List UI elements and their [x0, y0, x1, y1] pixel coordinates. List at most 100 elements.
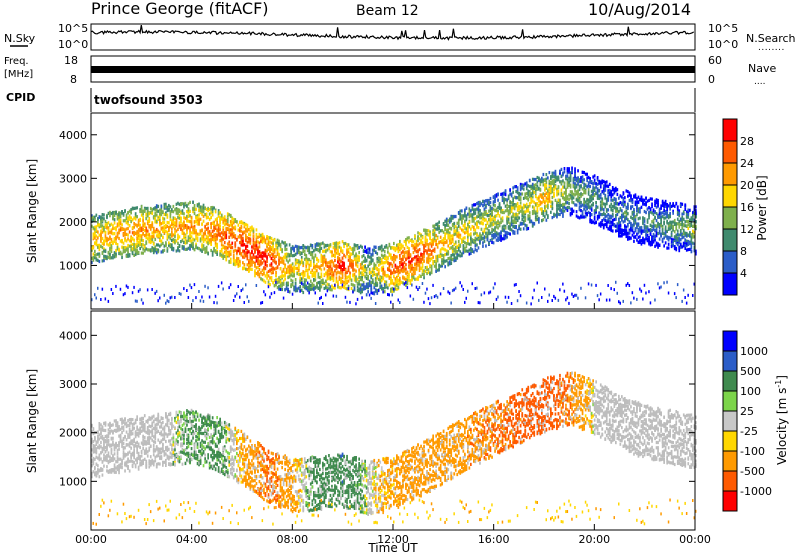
power-cell	[199, 211, 202, 215]
power-cell	[474, 228, 477, 232]
power-cell	[503, 229, 505, 233]
power-cell	[563, 205, 566, 209]
power-cell	[101, 251, 104, 255]
power-cell	[581, 215, 584, 219]
power-cell	[314, 275, 317, 279]
power-cell	[516, 218, 519, 223]
power-cell	[527, 191, 530, 195]
power-cell	[231, 217, 234, 221]
power-cell	[223, 241, 226, 245]
power-cell	[159, 296, 161, 300]
power-cell	[377, 256, 380, 260]
power-cell	[334, 286, 336, 290]
power-cell	[140, 242, 143, 247]
power-cell	[306, 286, 309, 290]
power-cell	[92, 218, 95, 222]
power-cell	[385, 283, 388, 288]
power-cell	[569, 177, 572, 181]
power-cell	[554, 213, 557, 217]
power-cell	[467, 228, 469, 232]
power-cell	[427, 229, 430, 233]
power-cell	[229, 233, 232, 237]
power-cell	[445, 217, 448, 221]
power-cell	[383, 270, 386, 274]
power-cell	[338, 263, 341, 267]
power-cell	[486, 214, 489, 218]
power-cell	[489, 218, 492, 222]
power-cell	[104, 219, 107, 224]
power-cell	[512, 214, 514, 219]
power-cell	[445, 230, 448, 234]
power-cell	[568, 167, 570, 171]
power-cell	[409, 253, 412, 257]
power-cell	[399, 282, 401, 286]
power-cell	[403, 265, 406, 269]
power-cell	[175, 229, 178, 233]
power-cell	[100, 229, 102, 233]
power-cell	[531, 195, 534, 199]
power-cell	[142, 247, 144, 251]
power-cell	[590, 189, 593, 193]
power-cell	[574, 203, 576, 207]
power-cell	[461, 214, 463, 218]
power-cell	[127, 233, 129, 237]
power-cell	[326, 274, 329, 278]
power-cell	[149, 210, 152, 214]
power-cell	[427, 253, 430, 257]
power-cell	[131, 231, 134, 235]
power-cell	[365, 267, 368, 271]
power-cell	[314, 286, 317, 290]
power-cell	[100, 234, 102, 238]
power-cell	[471, 282, 473, 286]
power-cell	[350, 278, 353, 282]
power-cell	[435, 233, 437, 238]
power-cell	[267, 235, 270, 240]
power-cell	[470, 237, 472, 241]
power-cell	[524, 223, 527, 227]
power-cell	[97, 236, 99, 240]
power-cell	[454, 214, 457, 219]
power-cell	[130, 236, 132, 240]
power-cell	[260, 301, 262, 305]
power-cell	[101, 230, 104, 234]
power-cell	[237, 223, 240, 227]
power-cell	[166, 224, 169, 228]
power-cell	[145, 206, 148, 211]
power-cell	[507, 217, 510, 221]
power-cell	[441, 247, 443, 251]
power-cell	[556, 210, 558, 214]
power-cell	[243, 225, 246, 229]
power-cell	[195, 242, 197, 246]
power-cell	[269, 240, 271, 244]
power-cell	[319, 242, 321, 246]
power-cell	[205, 245, 208, 249]
power-cell	[593, 193, 596, 197]
power-cell	[495, 297, 498, 301]
power-cell	[157, 204, 160, 208]
power-cell	[536, 187, 539, 191]
power-cell	[278, 242, 280, 246]
power-cell	[228, 213, 231, 217]
power-cell	[435, 255, 437, 259]
power-cell	[442, 222, 445, 226]
power-cell	[503, 224, 505, 228]
power-cell	[534, 218, 537, 222]
power-cell	[370, 260, 373, 264]
power-cell	[599, 181, 602, 185]
power-cell	[309, 287, 312, 291]
power-cell	[207, 208, 209, 213]
power-cell	[580, 209, 582, 213]
power-cell	[159, 215, 161, 219]
power-cell	[245, 222, 247, 227]
power-cell	[450, 219, 453, 223]
power-cell	[287, 269, 289, 273]
power-cell	[303, 257, 306, 261]
power-cell	[568, 301, 570, 305]
power-cell	[506, 300, 508, 304]
power-cell	[243, 243, 246, 247]
power-cell	[464, 246, 466, 251]
power-cell	[122, 241, 125, 245]
power-cell	[548, 293, 550, 297]
power-cell	[287, 275, 289, 280]
power-cell	[260, 259, 262, 263]
